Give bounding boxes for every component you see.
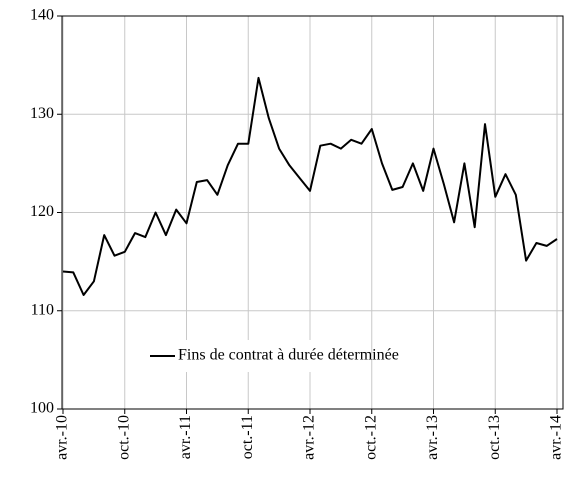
- legend-box: [145, 340, 360, 372]
- x-tick-label: oct.-13: [486, 415, 503, 460]
- x-tick-label: oct.-10: [115, 415, 132, 460]
- y-tick-label: 110: [31, 301, 54, 318]
- x-tick-label: avr.-10: [54, 415, 71, 460]
- x-tick-label: oct.-11: [239, 415, 256, 459]
- y-tick-label: 140: [30, 7, 54, 24]
- x-tick-label: oct.-12: [362, 415, 379, 460]
- y-tick-label: 130: [30, 105, 54, 122]
- data-line: [62, 76, 558, 296]
- x-tick-label: avr.-13: [424, 415, 441, 460]
- x-tick-label: avr.-12: [301, 415, 318, 460]
- x-tick-label: avr.-14: [548, 415, 565, 460]
- y-tick-label: 100: [30, 400, 54, 417]
- y-tick-label: 120: [30, 203, 54, 220]
- x-tick-label: avr.-11: [177, 415, 194, 459]
- legend-label: Fins de contrat à durée déterminée: [178, 347, 399, 364]
